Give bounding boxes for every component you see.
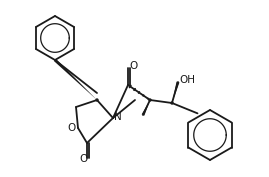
- Text: O: O: [68, 123, 76, 133]
- Text: OH: OH: [179, 75, 195, 85]
- Circle shape: [171, 102, 173, 104]
- Text: N: N: [114, 112, 122, 122]
- Polygon shape: [172, 82, 179, 103]
- Polygon shape: [54, 59, 97, 100]
- Circle shape: [96, 99, 98, 101]
- Text: O: O: [79, 154, 87, 164]
- Circle shape: [149, 99, 151, 101]
- Polygon shape: [142, 100, 150, 116]
- Text: O: O: [130, 61, 138, 71]
